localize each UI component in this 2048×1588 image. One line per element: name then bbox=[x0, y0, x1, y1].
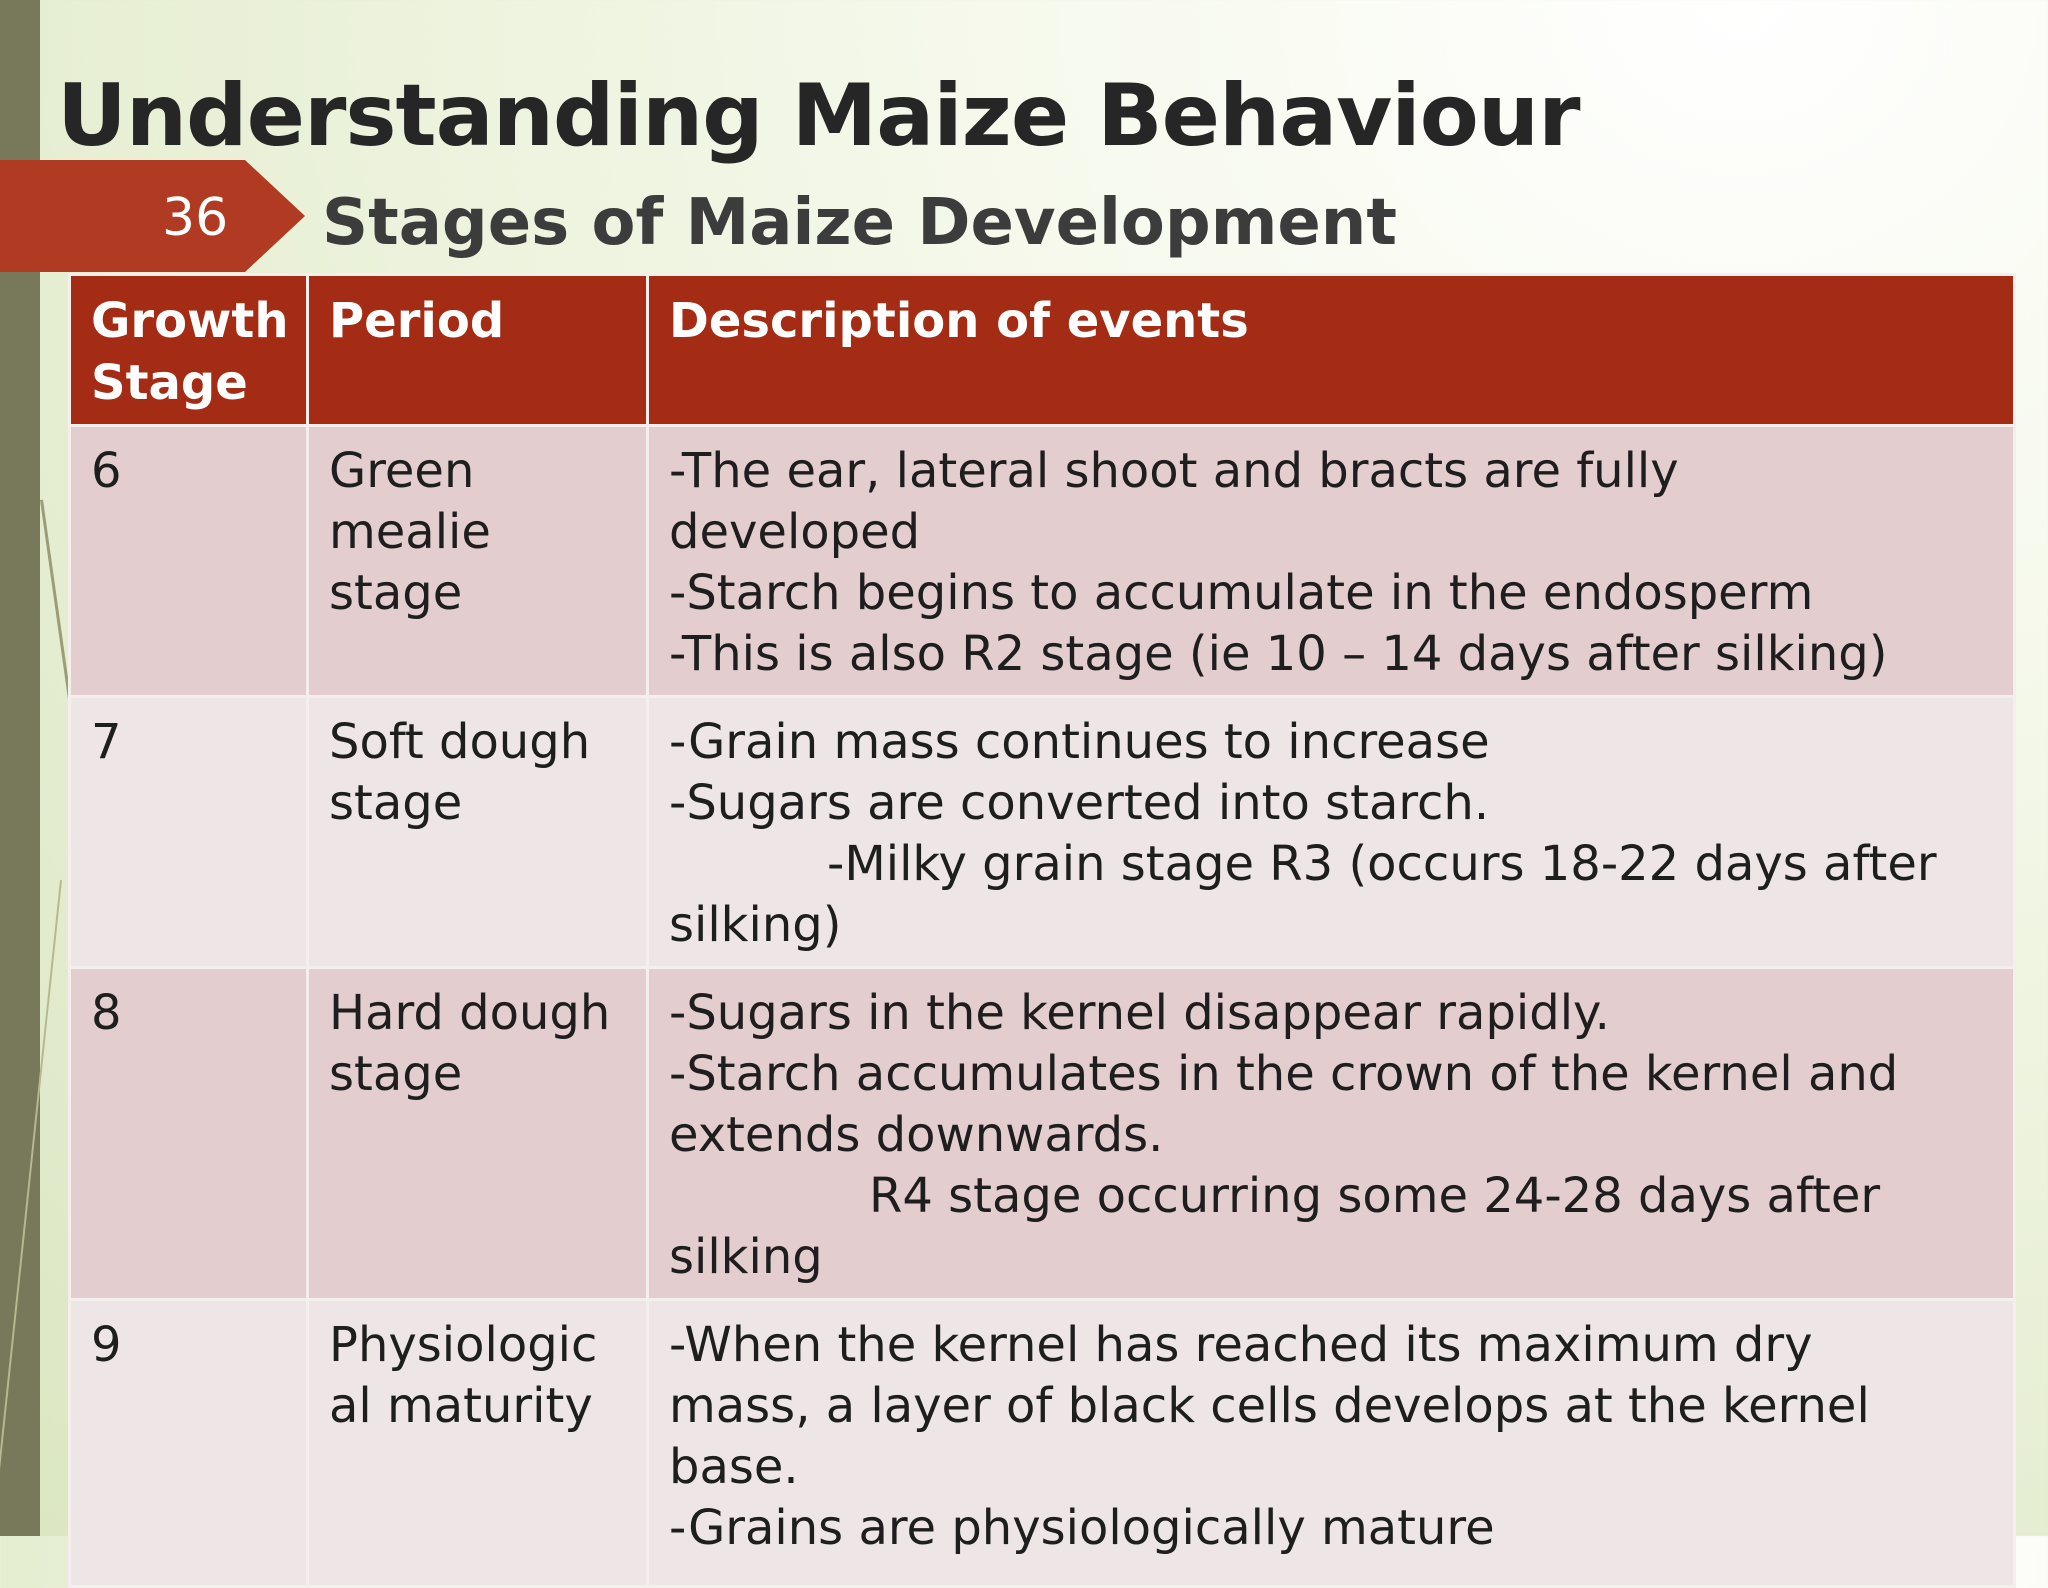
period-cell: Physiologic al maturity bbox=[306, 1298, 649, 1588]
table-row: 6 Green mealie stage -The ear, lateral s… bbox=[68, 424, 2016, 698]
period-cell: Soft dough stage bbox=[306, 695, 649, 969]
description-line: -Grains are physiologically mature bbox=[669, 1500, 1495, 1556]
description-cell: -Grain mass continues to increase -Sugar… bbox=[646, 695, 2016, 969]
table-row: 7 Soft dough stage -Grain mass continues… bbox=[68, 695, 2016, 969]
description-line: -This is also R2 stage (ie 10 – 14 days … bbox=[669, 626, 1888, 682]
table-header-row: Growth Stage Period Description of event… bbox=[68, 273, 2016, 427]
description-line: silking bbox=[669, 1229, 823, 1285]
stage-cell: 8 bbox=[68, 966, 309, 1301]
stage-cell: 7 bbox=[68, 695, 309, 969]
slide-subtitle: Stages of Maize Development bbox=[322, 186, 1397, 260]
stage-cell: 6 bbox=[68, 424, 309, 698]
header-period: Period bbox=[306, 273, 649, 427]
description-line: -When the kernel has reached its maximum… bbox=[669, 1317, 1813, 1373]
description-line: -Milky grain stage R3 (occurs 18-22 days… bbox=[827, 836, 1937, 892]
stage-cell: 9 bbox=[68, 1298, 309, 1588]
description-line: -Starch accumulates in the crown of the … bbox=[669, 1046, 1899, 1102]
period-cell: Green mealie stage bbox=[306, 424, 649, 698]
description-line: -Grain mass continues to increase bbox=[669, 714, 1490, 770]
description-line: extends downwards. bbox=[669, 1107, 1164, 1163]
description-cell: -Sugars in the kernel disappear rapidly.… bbox=[646, 966, 2016, 1301]
description-line: R4 stage occurring some 24-28 days after bbox=[869, 1168, 1881, 1224]
description-cell: -When the kernel has reached its maximum… bbox=[646, 1298, 2016, 1588]
description-line: -Sugars in the kernel disappear rapidly. bbox=[669, 985, 1610, 1041]
header-description: Description of events bbox=[646, 273, 2016, 427]
table-row: 9 Physiologic al maturity -When the kern… bbox=[68, 1298, 2016, 1588]
description-line: -The ear, lateral shoot and bracts are f… bbox=[669, 443, 1679, 499]
table-row: 8 Hard dough stage -Sugars in the kernel… bbox=[68, 966, 2016, 1301]
description-line: base. bbox=[669, 1439, 799, 1495]
slide-title: Understanding Maize Behaviour bbox=[57, 66, 1580, 166]
description-line: mass, a layer of black cells develops at… bbox=[669, 1378, 1870, 1434]
period-cell: Hard dough stage bbox=[306, 966, 649, 1301]
description-line: -Starch begins to accumulate in the endo… bbox=[669, 565, 1814, 621]
description-line: silking) bbox=[669, 897, 842, 953]
header-growth-stage: Growth Stage bbox=[68, 273, 309, 427]
maize-stages-table: Growth Stage Period Description of event… bbox=[68, 273, 2016, 1588]
slide-number: 36 bbox=[162, 188, 229, 248]
description-line: -Sugars are converted into starch. bbox=[669, 775, 1490, 831]
description-line: developed bbox=[669, 504, 921, 560]
slide-number-badge bbox=[0, 160, 305, 272]
description-cell: -The ear, lateral shoot and bracts are f… bbox=[646, 424, 2016, 698]
